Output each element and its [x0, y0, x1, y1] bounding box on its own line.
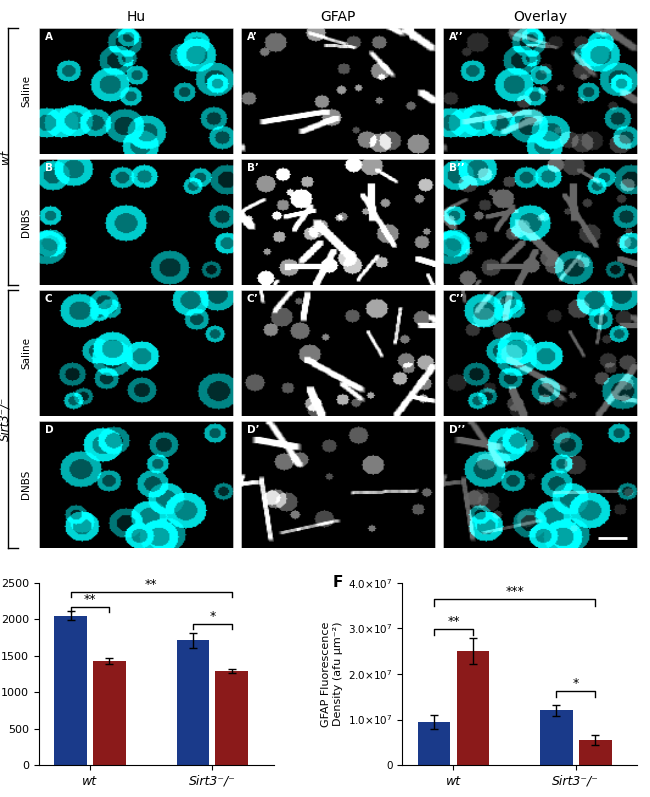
Text: DNBS: DNBS	[21, 470, 31, 499]
Text: B’’: B’’	[448, 163, 464, 173]
Text: **: **	[84, 593, 96, 606]
Text: A’’: A’’	[448, 32, 463, 41]
Bar	[456, 651, 489, 765]
Text: *: *	[573, 677, 579, 690]
Text: A’: A’	[247, 32, 257, 41]
Text: B’: B’	[247, 163, 259, 173]
Bar	[93, 661, 125, 765]
Text: Overlay: Overlay	[513, 10, 567, 24]
Y-axis label: GFAP Fluorescence
Density (afu μm⁻²): GFAP Fluorescence Density (afu μm⁻²)	[321, 621, 343, 727]
Text: C’’: C’’	[448, 294, 464, 304]
Text: **: **	[145, 578, 157, 591]
Text: Saline: Saline	[21, 75, 31, 107]
Text: D’: D’	[247, 426, 259, 435]
Text: GFAP: GFAP	[320, 10, 356, 24]
Text: wt: wt	[0, 150, 12, 163]
Bar	[177, 640, 209, 765]
Bar	[540, 710, 573, 765]
Text: D: D	[45, 426, 53, 435]
Bar	[418, 722, 450, 765]
Text: C’: C’	[247, 294, 259, 304]
Text: *: *	[209, 610, 215, 623]
Bar	[579, 740, 612, 765]
Bar	[215, 671, 248, 765]
Text: C: C	[45, 294, 53, 304]
Text: Sirt3⁻/⁻: Sirt3⁻/⁻	[0, 397, 12, 441]
Text: **: **	[447, 615, 460, 628]
Text: Hu: Hu	[127, 10, 146, 24]
Text: Saline: Saline	[21, 337, 31, 369]
Bar	[55, 615, 87, 765]
Text: B: B	[45, 163, 53, 173]
Text: DNBS: DNBS	[21, 207, 31, 237]
Text: A: A	[45, 32, 53, 41]
Text: D’’: D’’	[448, 426, 465, 435]
Text: F: F	[332, 575, 343, 591]
Text: ***: ***	[505, 585, 524, 599]
